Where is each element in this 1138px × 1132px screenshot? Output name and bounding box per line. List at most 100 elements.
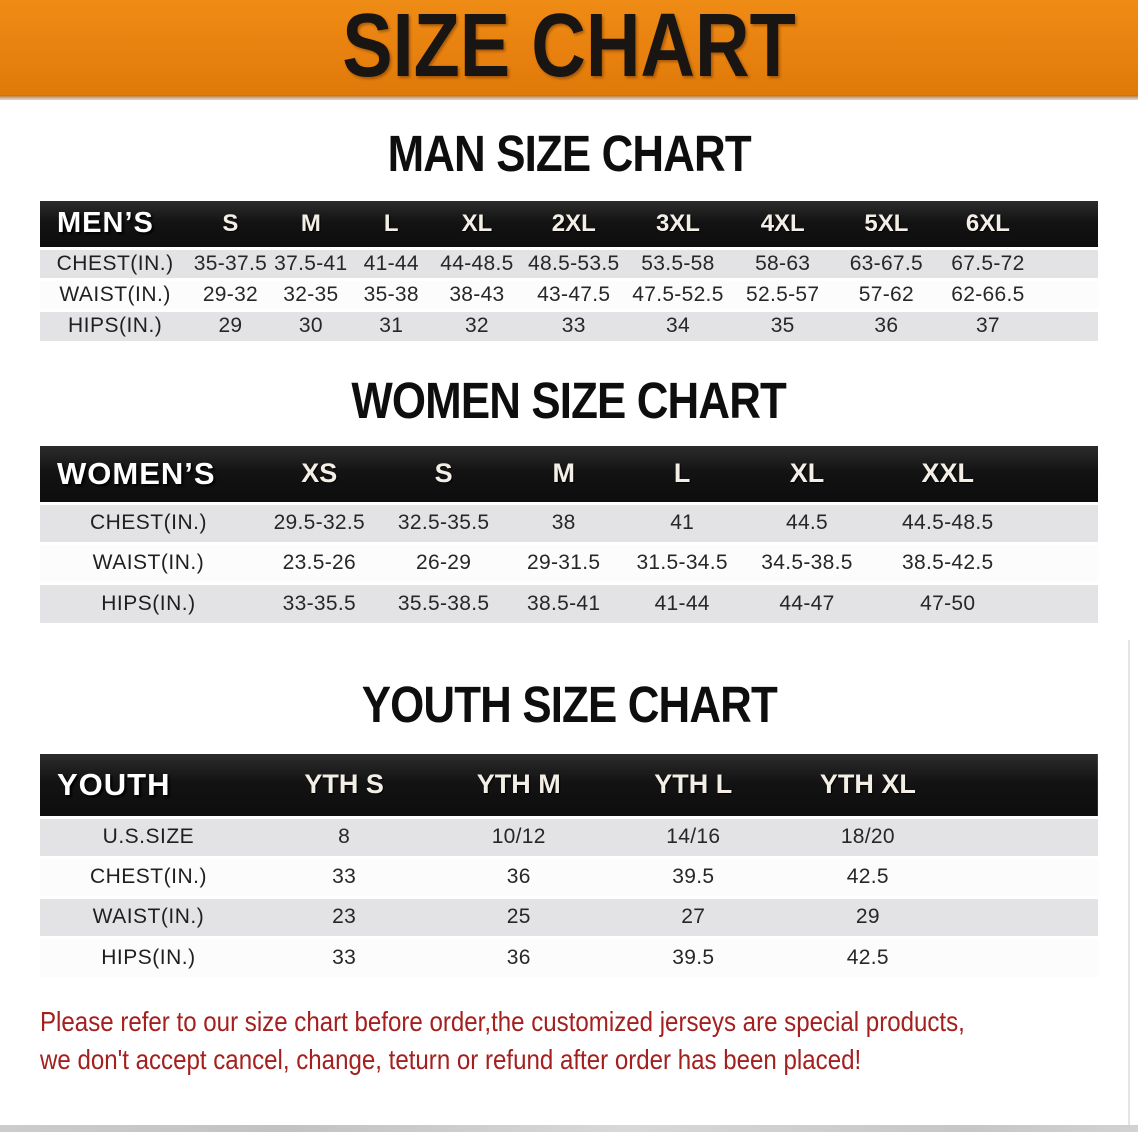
table-row: WAIST(IN.) 29-32 32-35 35-38 38-43 43-47… <box>40 279 1098 310</box>
row-label: WAIST(IN.) <box>92 905 205 928</box>
size-value-cell: 23 <box>332 905 357 928</box>
filler-cell <box>1038 248 1098 279</box>
size-value-cell: 63-67.5 <box>849 251 924 275</box>
size-column-header: YTH XL <box>819 769 916 800</box>
size-value-cell: 44.5 <box>785 511 829 534</box>
size-value-cell: 39.5 <box>672 945 715 969</box>
row-label: WAIST(IN.) <box>59 282 171 306</box>
size-column-header: YTH M <box>476 769 561 800</box>
size-value-cell: 41 <box>670 511 695 534</box>
size-value-cell: 62-66.5 <box>951 282 1025 306</box>
size-column-header: L <box>673 458 691 489</box>
men-table-header-row: MEN’S S M L XL 2XL 3XL 4XL 5XL 6XL <box>40 201 1098 248</box>
size-value-cell: 35-38 <box>363 282 419 306</box>
filler-cell <box>1038 279 1098 310</box>
size-column-header: M <box>552 458 575 489</box>
row-label: CHEST(IN.) <box>89 865 207 888</box>
filler-cell <box>955 754 1098 817</box>
men-size-table: MEN’S S M L XL 2XL 3XL 4XL 5XL 6XL CHEST… <box>40 201 1098 341</box>
size-value-cell: 38-43 <box>449 282 505 306</box>
size-value-cell: 30 <box>298 314 323 338</box>
disclaimer-line: we don't accept cancel, change, teturn o… <box>40 1044 862 1075</box>
row-label: HIPS(IN.) <box>67 314 163 338</box>
size-value-cell: 33 <box>561 314 586 338</box>
table-row: HIPS(IN.) 33 36 39.5 42.5 <box>40 937 1098 977</box>
women-size-table: WOMEN’S XS S M L XL XXL CHEST(IN.) 29.5-… <box>40 446 1098 623</box>
filler-cell <box>1024 543 1098 583</box>
banner-edge-divider <box>0 95 1138 100</box>
size-column-header: M <box>300 209 321 237</box>
size-value-cell: 36 <box>874 314 899 338</box>
size-value-cell: 53.5-58 <box>641 251 715 275</box>
size-value-cell: 29 <box>218 314 243 338</box>
table-row: CHEST(IN.) 35-37.5 37.5-41 41-44 44-48.5… <box>40 248 1098 279</box>
man-section-heading: MAN SIZE CHART <box>0 124 1138 183</box>
size-value-cell: 58-63 <box>755 251 811 275</box>
filler-cell <box>955 937 1098 977</box>
size-value-cell: 57-62 <box>858 282 914 306</box>
size-value-cell: 33 <box>332 945 357 969</box>
man-section-heading-text: MAN SIZE CHART <box>387 125 751 182</box>
size-column-header: YTH S <box>304 769 384 800</box>
banner: SIZE CHART <box>0 0 1138 95</box>
size-value-cell: 38 <box>551 511 576 534</box>
disclaimer-line: Please refer to our size chart before or… <box>40 1006 965 1037</box>
table-row: CHEST(IN.) 29.5-32.5 32.5-35.5 38 41 44.… <box>40 503 1098 543</box>
table-row: CHEST(IN.) 33 36 39.5 42.5 <box>40 857 1098 897</box>
size-value-cell: 29 <box>855 905 880 928</box>
size-value-cell: 32-35 <box>283 282 339 306</box>
size-column-header: S <box>434 458 453 489</box>
size-column-header: XL <box>461 209 493 237</box>
row-label: U.S.SIZE <box>102 825 195 848</box>
filler-cell <box>955 817 1098 857</box>
table-row: HIPS(IN.) 33-35.5 35.5-38.5 38.5-41 41-4… <box>40 583 1098 623</box>
size-value-cell: 32.5-35.5 <box>397 511 490 534</box>
size-value-cell: 14/16 <box>666 825 721 848</box>
size-value-cell: 39.5 <box>672 865 715 888</box>
size-column-header: XL <box>789 458 825 489</box>
size-value-cell: 33 <box>332 865 357 888</box>
size-value-cell: 48.5-53.5 <box>528 251 620 275</box>
women-section-heading: WOMEN SIZE CHART <box>0 371 1138 430</box>
size-value-cell: 36 <box>506 945 531 969</box>
scan-bottom-strip <box>0 1125 1138 1132</box>
size-value-cell: 23.5-26 <box>282 551 356 574</box>
size-value-cell: 38.5-42.5 <box>902 551 994 574</box>
size-column-header: YTH L <box>654 769 733 800</box>
table-row: HIPS(IN.) 29 30 31 32 33 34 35 36 37 <box>40 310 1098 341</box>
women-table-header-row: WOMEN’S XS S M L XL XXL <box>40 446 1098 503</box>
size-value-cell: 43-47.5 <box>537 282 611 306</box>
size-value-cell: 41-44 <box>654 591 710 615</box>
size-value-cell: 32 <box>464 314 489 338</box>
size-value-cell: 67.5-72 <box>951 251 1025 275</box>
size-value-cell: 47.5-52.5 <box>632 282 724 306</box>
size-value-cell: 42.5 <box>846 865 889 888</box>
size-value-cell: 44-47 <box>779 591 835 615</box>
filler-cell <box>1038 310 1098 341</box>
size-value-cell: 10/12 <box>491 825 546 848</box>
size-value-cell: 31.5-34.5 <box>636 551 728 574</box>
table-row: WAIST(IN.) 23 25 27 29 <box>40 897 1098 937</box>
row-label: WAIST(IN.) <box>92 551 205 574</box>
size-value-cell: 29.5-32.5 <box>273 511 366 534</box>
banner-title: SIZE CHART <box>342 0 796 96</box>
size-value-cell: 52.5-57 <box>746 282 820 306</box>
size-value-cell: 34 <box>665 314 690 338</box>
size-column-header: XS <box>301 458 338 489</box>
youth-section-heading: YOUTH SIZE CHART <box>0 675 1138 734</box>
size-column-header: 4XL <box>760 209 805 237</box>
row-label: CHEST(IN.) <box>56 251 174 275</box>
size-value-cell: 35.5-38.5 <box>397 591 490 615</box>
table-row: U.S.SIZE 8 10/12 14/16 18/20 <box>40 817 1098 857</box>
women-corner-label: WOMEN’S <box>57 455 216 491</box>
scan-edge-line <box>1128 640 1130 1125</box>
size-column-header: L <box>383 209 399 237</box>
size-column-header: 5XL <box>864 209 909 237</box>
size-value-cell: 38.5-41 <box>527 591 601 615</box>
disclaimer: Please refer to our size chart before or… <box>40 1003 1138 1079</box>
size-value-cell: 44-48.5 <box>440 251 514 275</box>
size-value-cell: 25 <box>506 905 531 928</box>
youth-section-heading-text: YOUTH SIZE CHART <box>361 676 777 733</box>
size-column-header: 2XL <box>551 209 596 237</box>
